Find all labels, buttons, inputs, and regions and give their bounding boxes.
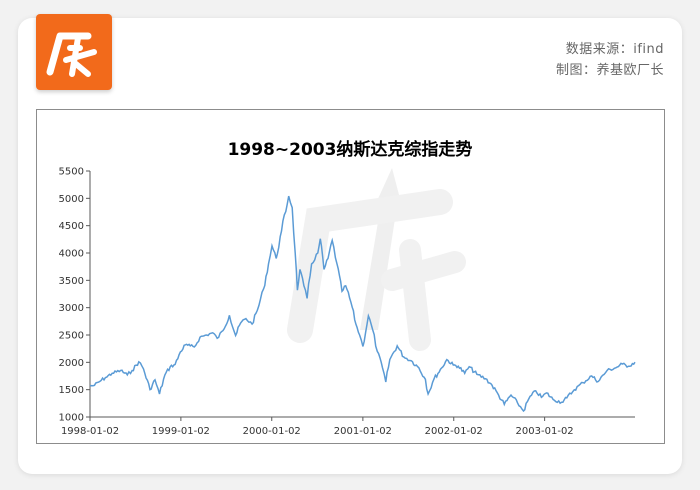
- x-axis: 1998-01-02 1999-01-02 2000-01-02 2001-01-02…: [61, 416, 635, 437]
- y-tick-label: 3000: [59, 303, 84, 314]
- y-tick-label: 1500: [59, 385, 84, 396]
- y-tick-label: 1000: [59, 413, 84, 424]
- x-tick-label: 2003-01-02: [516, 426, 574, 437]
- x-tick-label: 1999-01-02: [152, 426, 210, 437]
- watermark-stroke-2: [381, 239, 466, 351]
- y-tick-label: 4000: [59, 249, 84, 260]
- x-tick-label: 2001-01-02: [334, 426, 392, 437]
- y-axis: 1000 1500 2000 2500 3000 3500 4000 4500 5000 5500: [59, 167, 91, 424]
- y-tick-label: 2000: [59, 358, 84, 369]
- watermark-arrow-icon: [360, 168, 404, 330]
- chart-title: 1998~2003纳斯达克综指走势: [227, 140, 473, 160]
- watermark: [287, 168, 466, 351]
- series-line: [89, 195, 636, 413]
- y-tick-label: 2500: [59, 331, 84, 342]
- y-tick-label: 4500: [59, 221, 84, 232]
- y-tick-label: 3500: [59, 276, 84, 287]
- chart-maker-text: 制图：养基欧厂长: [555, 63, 664, 78]
- logo-mark-icon: [46, 32, 97, 77]
- brand-logo: [36, 14, 112, 90]
- y-tick-label: 5000: [59, 194, 84, 205]
- chart-frame: [36, 109, 665, 444]
- data-source-text: 数据来源：ifind: [565, 42, 664, 57]
- y-tick-label: 5500: [59, 167, 84, 178]
- x-tick-label: 2002-01-02: [425, 426, 483, 437]
- x-tick-label: 2000-01-02: [243, 426, 301, 437]
- x-tick-label: 1998-01-02: [61, 426, 119, 437]
